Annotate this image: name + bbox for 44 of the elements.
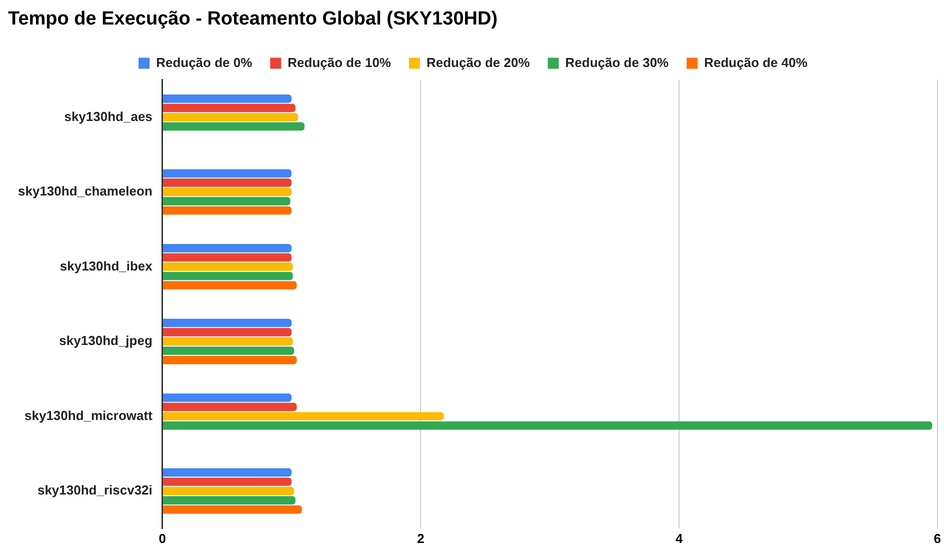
x-tick-label: 4	[675, 530, 684, 546]
bar	[162, 346, 294, 355]
bar	[162, 197, 290, 206]
bar	[162, 412, 444, 420]
bar	[162, 262, 293, 271]
bar	[162, 122, 304, 131]
bar	[162, 206, 292, 215]
legend-label: Redução de 30%	[565, 54, 670, 70]
bar	[162, 169, 292, 178]
x-tick-label: 2	[417, 530, 424, 546]
y-tick-label: sky130hd_jpeg	[59, 333, 152, 348]
y-tick-label: sky130hd_ibex	[60, 258, 154, 274]
bar	[162, 478, 292, 486]
bar	[162, 328, 292, 336]
bar	[162, 104, 296, 112]
bar	[162, 486, 294, 496]
y-tick-label: sky130hd_chameleon	[18, 184, 152, 199]
x-tick-label: 6	[934, 530, 941, 546]
bar	[162, 253, 292, 262]
x-tick-label: 0	[158, 530, 166, 546]
bar	[162, 244, 292, 252]
bar	[162, 318, 292, 328]
legend-label: Redução de 10%	[288, 54, 392, 70]
bar	[162, 113, 298, 122]
bar	[162, 421, 932, 430]
bar	[162, 505, 302, 514]
bar	[162, 337, 293, 346]
bar	[162, 94, 292, 103]
bar	[162, 468, 292, 477]
bar	[162, 272, 293, 280]
legend-label: Redução de 20%	[426, 54, 530, 70]
bar	[162, 281, 297, 290]
legend-label: Redução de 40%	[704, 54, 808, 70]
y-tick-label: sky130hd_aes	[64, 108, 152, 124]
bar	[162, 178, 292, 187]
legend-label: Redução de 0%	[156, 54, 253, 70]
bar	[162, 356, 297, 364]
y-tick-label: sky130hd_microwatt	[24, 408, 154, 423]
bar	[162, 402, 297, 412]
y-tick-label: sky130hd_riscv32i	[37, 482, 152, 498]
chart-title: Tempo de Execução - Roteamento Global (SKY130HD)	[8, 8, 498, 30]
bar	[162, 188, 292, 196]
bar	[162, 496, 296, 504]
bar	[162, 394, 292, 402]
